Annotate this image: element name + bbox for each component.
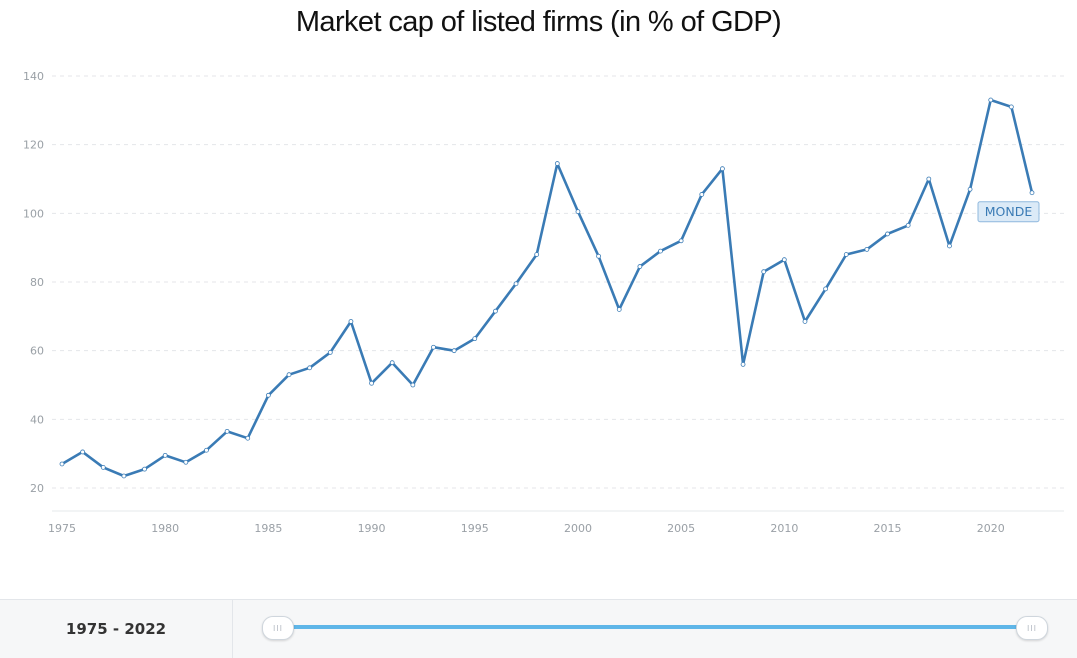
data-point-2016[interactable] bbox=[905, 222, 911, 228]
data-point-1976[interactable] bbox=[80, 449, 86, 455]
y-tick-label-100: 100 bbox=[23, 207, 44, 220]
x-tick-label-2020: 2020 bbox=[977, 522, 1005, 535]
data-point-2000[interactable] bbox=[575, 209, 581, 215]
x-tick-label-2015: 2015 bbox=[874, 522, 902, 535]
data-point-1987[interactable] bbox=[307, 365, 313, 371]
range-navigator: 1975 - 2022 III III bbox=[0, 599, 1077, 658]
data-point-1982[interactable] bbox=[204, 447, 209, 453]
data-point-1985[interactable] bbox=[265, 392, 271, 398]
data-point-1993[interactable] bbox=[431, 344, 436, 350]
line-chart: 20 40 60 80 100 120 140 1975 1980 1985 1990 1995 20… bbox=[23, 70, 1064, 535]
range-slider-handle-start[interactable]: III bbox=[262, 616, 294, 640]
series-label-monde: MONDE bbox=[977, 201, 1040, 223]
x-tick-label-1995: 1995 bbox=[461, 522, 489, 535]
x-tick-label-1975: 1975 bbox=[48, 522, 76, 535]
data-point-2015[interactable] bbox=[885, 231, 890, 237]
y-tick-label-20: 20 bbox=[30, 482, 44, 495]
chart-title: Market cap of listed firms (in % of GDP) bbox=[295, 6, 782, 38]
data-point-1981[interactable] bbox=[183, 459, 189, 465]
data-point-1979[interactable] bbox=[142, 466, 147, 472]
range-display: 1975 - 2022 bbox=[0, 600, 233, 658]
data-point-1978[interactable] bbox=[121, 473, 127, 479]
data-point-1999[interactable] bbox=[554, 161, 560, 166]
series-monde bbox=[59, 97, 1035, 479]
data-point-2010[interactable] bbox=[781, 257, 787, 263]
data-point-2021[interactable] bbox=[1008, 104, 1014, 110]
y-tick-label-80: 80 bbox=[30, 276, 44, 289]
gridlines bbox=[52, 75, 1064, 489]
x-tick-label-1990: 1990 bbox=[358, 522, 386, 535]
data-point-1992[interactable] bbox=[410, 382, 416, 388]
data-point-2001[interactable] bbox=[596, 253, 601, 259]
data-point-2012[interactable] bbox=[823, 286, 829, 292]
data-point-2022[interactable] bbox=[1029, 190, 1035, 196]
data-point-1986[interactable] bbox=[286, 372, 292, 378]
data-point-1975[interactable] bbox=[59, 461, 65, 467]
data-point-1984[interactable] bbox=[245, 435, 251, 441]
data-point-2013[interactable] bbox=[843, 252, 849, 257]
y-tick-label-40: 40 bbox=[30, 413, 44, 426]
data-point-1998[interactable] bbox=[534, 252, 540, 257]
data-point-1996[interactable] bbox=[493, 308, 498, 314]
y-axis-ticks: 20 40 60 80 100 120 140 bbox=[23, 70, 44, 495]
data-point-1980[interactable] bbox=[162, 452, 168, 458]
data-point-2020[interactable] bbox=[988, 97, 994, 103]
data-point-1997[interactable] bbox=[513, 281, 519, 287]
data-point-1990[interactable] bbox=[369, 380, 374, 386]
x-tick-label-2005: 2005 bbox=[667, 522, 695, 535]
x-tick-label-1980: 1980 bbox=[151, 522, 179, 535]
data-point-2007[interactable] bbox=[720, 166, 725, 172]
data-point-1977[interactable] bbox=[100, 464, 106, 470]
x-tick-label-2000: 2000 bbox=[564, 522, 592, 535]
data-point-2006[interactable] bbox=[699, 192, 705, 197]
data-point-2018[interactable] bbox=[947, 243, 952, 249]
data-point-2017[interactable] bbox=[926, 176, 932, 182]
data-point-1991[interactable] bbox=[389, 360, 395, 366]
data-point-2019[interactable] bbox=[967, 186, 973, 192]
series-label-box bbox=[977, 201, 1040, 223]
series-label-text: MONDE bbox=[985, 204, 1033, 219]
data-point-1983[interactable] bbox=[224, 428, 230, 434]
data-point-2008[interactable] bbox=[740, 361, 746, 367]
data-point-1994[interactable] bbox=[451, 348, 457, 354]
x-axis-ticks: 1975 1980 1985 1990 1995 2000 2005 2010 2015 2020 bbox=[48, 522, 1005, 535]
y-tick-label-140: 140 bbox=[23, 70, 44, 83]
data-point-1989[interactable] bbox=[348, 319, 354, 324]
x-tick-label-2010: 2010 bbox=[770, 522, 798, 535]
data-point-2002[interactable] bbox=[616, 307, 622, 312]
range-slider-track[interactable] bbox=[277, 625, 1032, 629]
data-point-2005[interactable] bbox=[678, 238, 684, 244]
range-slider-handle-end[interactable]: III bbox=[1016, 616, 1048, 640]
data-point-2009[interactable] bbox=[761, 269, 767, 275]
data-point-2004[interactable] bbox=[658, 248, 663, 254]
data-point-2014[interactable] bbox=[864, 246, 870, 252]
range-label: 1975 - 2022 bbox=[65, 620, 167, 638]
data-point-2011[interactable] bbox=[802, 319, 808, 324]
data-point-2003[interactable] bbox=[637, 264, 643, 269]
series-line-monde bbox=[60, 98, 1034, 478]
data-point-1995[interactable] bbox=[472, 336, 478, 342]
data-point-1988[interactable] bbox=[327, 349, 333, 355]
y-tick-label-60: 60 bbox=[30, 345, 44, 358]
y-tick-label-120: 120 bbox=[23, 139, 44, 152]
x-tick-label-1985: 1985 bbox=[254, 522, 282, 535]
